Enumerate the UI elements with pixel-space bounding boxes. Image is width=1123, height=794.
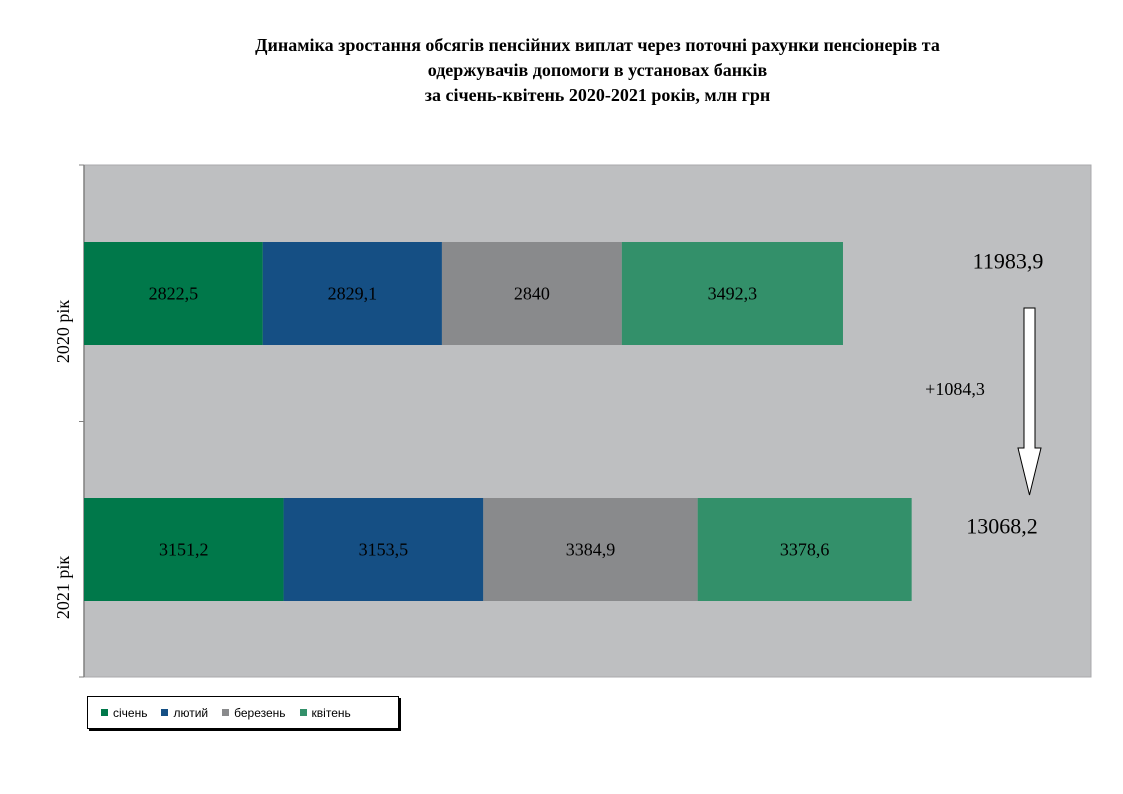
legend-label-january: січень (113, 705, 148, 720)
bar-2020-march (441, 242, 622, 345)
total-label-2021: 13068,2 (966, 514, 1038, 539)
bar-2021-april (697, 498, 912, 601)
data-label-2020-march: 2840 (514, 284, 550, 304)
growth-arrow-icon (1017, 307, 1042, 496)
difference-label: +1084,3 (925, 379, 985, 399)
chart-legend: січень лютий березень квітень (87, 696, 399, 729)
bar-2020-april (621, 242, 843, 345)
data-label-2021-april: 3378,6 (780, 540, 830, 560)
bar-2021-january (84, 498, 284, 601)
total-label-2020: 11983,9 (973, 249, 1044, 274)
legend-item-april: квітень (299, 705, 351, 720)
category-label-2021: 2021 рік (53, 556, 73, 620)
legend-label-march: березень (234, 705, 286, 720)
data-label-2021-january: 3151,2 (159, 540, 209, 560)
legend-label-february: лютий (173, 705, 209, 720)
legend-swatch-january (101, 709, 108, 716)
bar-2020-january (84, 242, 263, 345)
legend-item-march: березень (222, 705, 286, 720)
category-label-2020: 2020 рік (53, 300, 73, 364)
legend-item-january: січень (101, 706, 147, 720)
data-label-2021-march: 3384,9 (566, 540, 616, 560)
data-label-2020-april: 3492,3 (708, 284, 758, 304)
data-label-2020-february: 2829,1 (328, 284, 378, 304)
bar-2020-february (262, 242, 442, 345)
chart-title-line-2: одержувачів допомоги в установах банків (427, 60, 768, 80)
chart-title-line-1: Динаміка зростання обсягів пенсійних вип… (255, 35, 940, 55)
data-label-2021-february: 3153,5 (359, 540, 409, 560)
legend-swatch-march (222, 709, 230, 716)
legend-item-february: лютий (161, 706, 208, 720)
legend-swatch-february (161, 709, 169, 716)
legend-label-april: квітень (311, 705, 351, 720)
bar-2021-march (483, 498, 698, 601)
chart-title: Динаміка зростання обсягів пенсійних вип… (100, 33, 1095, 108)
data-label-2020-january: 2822,5 (149, 284, 199, 304)
bar-2021-february (283, 498, 484, 601)
chart-title-line-3: за січень-квітень 2020-2021 років, млн г… (424, 85, 771, 105)
legend-swatch-april (299, 709, 307, 716)
